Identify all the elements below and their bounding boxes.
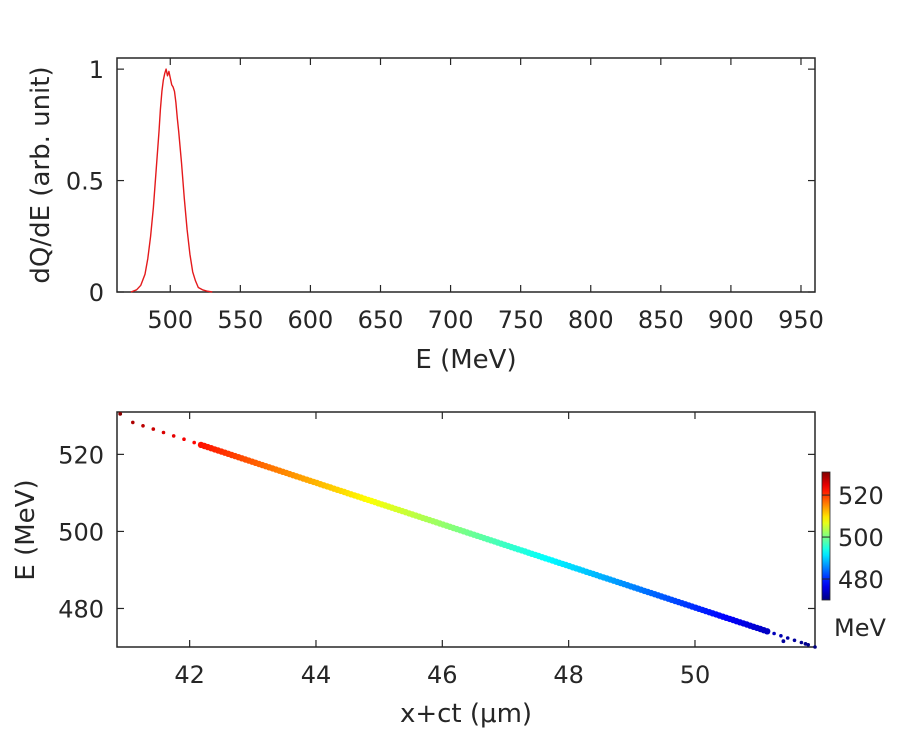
top-x-tick-label: 950 [778,306,824,334]
bottom-x-tick-label: 50 [680,661,711,689]
energy-spectrum-chart: 500 550 600 650 700 750 800 850 900 950 00.51 E (… [26,56,824,375]
top-x-tick-label: 600 [288,306,334,334]
bottom-x-tick-label: 48 [553,661,584,689]
scatter-point [192,440,196,445]
top-x-tick-labels: 500 550 600 650 700 750 800 850 900 950 [147,306,824,334]
top-x-tick-label: 850 [638,306,684,334]
bottom-x-axis-label: x+ct (μm) [400,699,532,729]
colorbar-unit-label: MeV [834,614,886,642]
top-x-tick-label: 800 [568,306,614,334]
scatter-point [785,636,790,640]
top-x-tick-label: 750 [498,306,544,334]
scatter-point [779,634,783,638]
scatter-point [118,412,123,416]
bottom-x-tick-labels: 42 44 46 48 50 [174,661,710,689]
bottom-axis-ticks [117,412,815,647]
phase-space-points [118,412,817,649]
bottom-x-tick-label: 42 [174,661,205,689]
top-axis-ticks [117,58,815,293]
scatter-point [182,437,186,442]
top-x-tick-label: 550 [217,306,263,334]
top-y-tick-label: 1 [89,56,104,84]
top-x-tick-label: 900 [708,306,754,334]
scatter-point [781,639,786,644]
top-y-tick-labels: 00.51 [66,56,104,307]
scatter-point [131,420,135,425]
scatter-point [141,424,145,428]
scatter-point [803,642,808,646]
scatter-point [813,645,817,649]
spectrum-line [130,68,213,293]
bottom-y-tick-label: 500 [58,518,104,546]
colorbar-gradient [821,471,831,601]
bottom-x-tick-label: 44 [301,661,332,689]
colorbar-tick-label: 520 [838,482,884,510]
top-x-axis-label: E (MeV) [415,345,516,375]
colorbar-tick-label: 480 [838,566,884,594]
scatter-point [792,638,797,643]
scatter-point [151,427,156,431]
bottom-y-axis-label: E (MeV) [11,479,41,580]
top-plot-frame [116,57,816,293]
scatter-point [161,430,166,435]
colorbar-ticks: 480 500 520 [822,482,884,594]
bottom-y-tick-label: 520 [58,441,104,469]
bottom-y-tick-label: 480 [58,595,104,623]
scatter-point [171,434,176,438]
phase-space-chart: 42 44 46 48 50 480 500 520 x+ct (μm) E (MeV) [11,411,817,729]
bottom-x-tick-label: 46 [427,661,458,689]
scatter-point [772,631,776,636]
colorbar: 480 500 520 MeV [821,471,886,642]
top-x-tick-label: 500 [147,306,193,334]
scatter-point [764,628,771,635]
top-y-tick-label: 0 [89,279,104,307]
top-x-tick-label: 700 [428,306,474,334]
bottom-y-tick-labels: 480 500 520 [58,441,104,623]
top-x-tick-label: 650 [358,306,404,334]
top-y-axis-label: dQ/dE (arb. unit) [26,66,56,283]
colorbar-tick-label: 500 [838,524,884,552]
scatter-point [799,640,804,645]
top-y-tick-label: 0.5 [66,168,104,196]
